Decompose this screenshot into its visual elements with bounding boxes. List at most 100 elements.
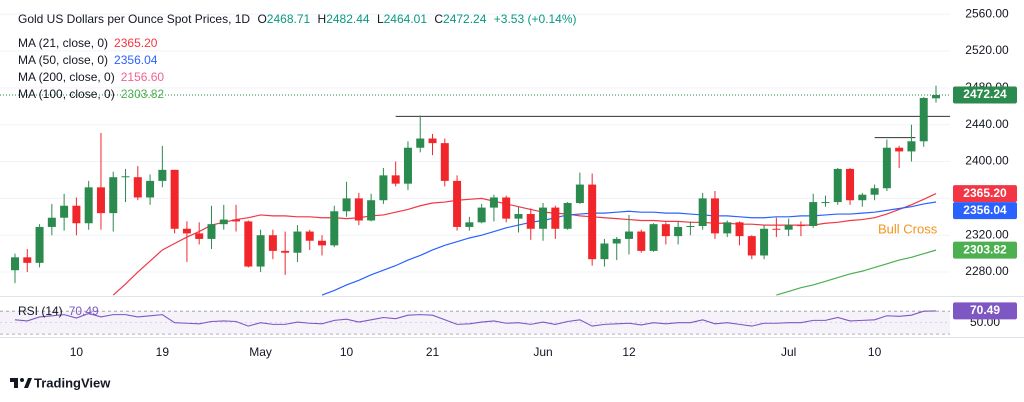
candle-body: [354, 198, 363, 221]
candle-body: [661, 224, 670, 237]
x-tick-label: 10: [868, 345, 882, 359]
y-tick-label: 2400.00: [965, 154, 1009, 168]
legend-name: MA (50, close, 0): [18, 53, 108, 67]
legend-value: 2156.60: [121, 70, 165, 84]
annotation: Bull Cross: [878, 221, 938, 236]
rsi-name: RSI (14): [18, 304, 63, 318]
rsi-value: 70.49: [69, 304, 99, 318]
candle-body: [84, 187, 93, 224]
logo-shape: [20, 378, 24, 382]
candle-body: [588, 184, 597, 260]
candle-body: [600, 243, 609, 260]
candle-body: [858, 194, 867, 201]
candle-body: [747, 236, 756, 256]
candle-body: [47, 217, 56, 227]
candle-body: [674, 226, 683, 237]
logo-shape: [14, 378, 18, 388]
open-value: 2468.71: [267, 12, 311, 26]
candle-body: [735, 222, 744, 237]
candle-body: [772, 228, 781, 230]
candle-body: [809, 202, 818, 227]
legend-entry: MA (100, close, 0) 2303.82: [18, 87, 164, 101]
ma-line: [321, 201, 937, 296]
candle-body: [244, 221, 253, 267]
candle-body: [416, 138, 425, 148]
candle-body: [563, 202, 572, 229]
chart-title: Gold US Dollars per Ounce Spot Prices, 1…: [18, 12, 250, 26]
legend-entry: MA (200, close, 0) 2156.60: [18, 70, 164, 84]
price-badge: [953, 86, 1017, 104]
x-tick-label: May: [249, 345, 272, 359]
candle-body: [428, 138, 437, 144]
candle-body: [649, 224, 658, 251]
price-badge-label: 2365.20: [963, 186, 1007, 200]
candle-body: [219, 219, 228, 225]
x-tick-label: 10: [340, 345, 354, 359]
candle-body: [367, 200, 376, 221]
candle-body: [256, 235, 265, 267]
ohlc-label: O: [257, 12, 266, 26]
candle-body: [477, 207, 486, 223]
candle-body: [293, 231, 302, 253]
candle-body: [502, 197, 511, 219]
legend-value: 2303.82: [121, 87, 165, 101]
candle-body: [895, 147, 904, 152]
candle-body: [281, 250, 290, 253]
price-badge: [953, 241, 1017, 259]
candle-body: [403, 147, 412, 184]
candle-body: [23, 257, 32, 263]
candle-body: [723, 222, 732, 234]
high-value: 2482.44: [326, 12, 370, 26]
y-tick-label: 2320.00: [965, 227, 1009, 241]
candle-body: [698, 198, 707, 227]
candle-body: [932, 95, 940, 99]
y-tick-label: 2440.00: [965, 117, 1009, 131]
candle-body: [195, 233, 204, 239]
candle-body: [870, 188, 879, 195]
candle-body: [379, 175, 388, 201]
candle-body: [146, 180, 155, 198]
price-badge-label: 2303.82: [963, 242, 1007, 256]
price-badge: [953, 185, 1017, 203]
candle-body: [465, 222, 474, 227]
candle-body: [330, 211, 339, 246]
candle-body: [907, 141, 916, 152]
candle-body: [575, 184, 584, 203]
candle-body: [846, 168, 855, 201]
logo-shape: [24, 378, 32, 388]
change: +3.53 (+0.14%): [494, 12, 577, 26]
candle-body: [514, 214, 523, 219]
candle-body: [625, 231, 633, 239]
legend-name: MA (100, close, 0): [18, 87, 115, 101]
price-badge: [953, 202, 1017, 220]
header: Gold US Dollars per Ounce Spot Prices, 1…: [18, 12, 577, 26]
close-value: 2472.24: [443, 12, 487, 26]
candle-body: [318, 240, 326, 246]
ohlc-label: C: [434, 12, 443, 26]
candle-body: [760, 228, 769, 256]
candle-body: [821, 202, 830, 204]
candle-body: [96, 187, 105, 214]
legend-value: 2356.04: [114, 53, 158, 67]
logo: [10, 378, 32, 388]
x-tick-label: 19: [156, 345, 170, 359]
legend-name: MA (21, close, 0): [18, 36, 108, 50]
candle-body: [796, 225, 805, 227]
ohlc-label: L: [377, 12, 384, 26]
candle-body: [882, 147, 891, 189]
candle-body: [686, 226, 695, 228]
candle-body: [391, 175, 400, 184]
candle-body: [539, 207, 548, 229]
candle-body: [526, 214, 535, 229]
x-tick-label: 21: [426, 345, 440, 359]
candle-body: [133, 177, 142, 198]
candle-body: [207, 224, 216, 239]
x-tick-label: 10: [70, 345, 84, 359]
candle-body: [551, 207, 560, 229]
legend-entry: MA (50, close, 0) 2356.04: [18, 53, 158, 67]
candle-body: [710, 198, 719, 234]
rsi-line: [14, 310, 937, 327]
candle-body: [182, 228, 191, 234]
candle-body: [268, 235, 277, 251]
